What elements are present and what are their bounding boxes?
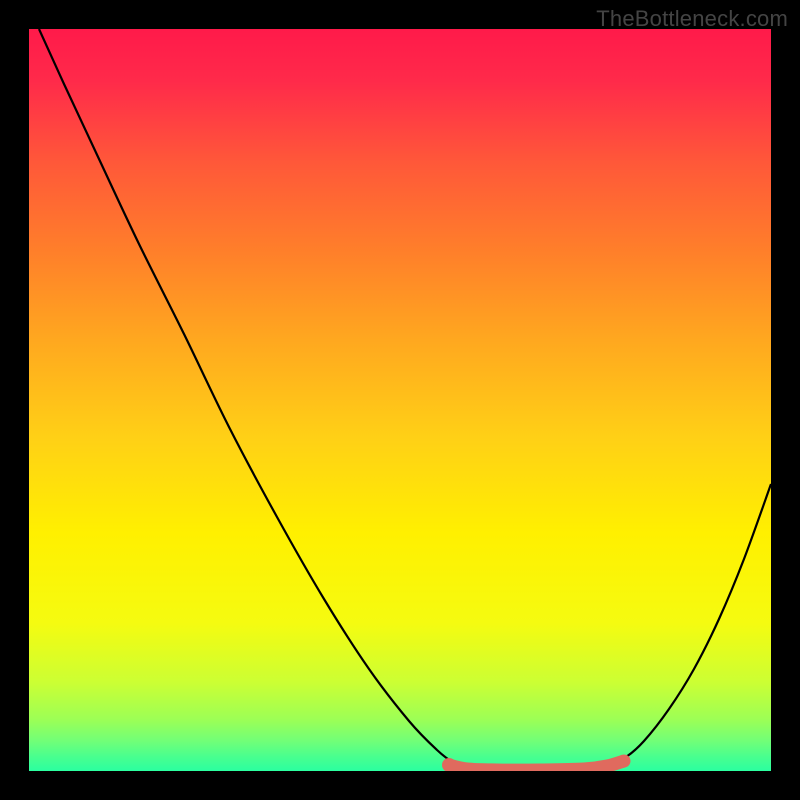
- plot-area: [29, 29, 771, 771]
- optimal-range-highlight: [449, 761, 624, 770]
- curve-line: [39, 29, 771, 770]
- bottleneck-curve: [29, 29, 771, 771]
- watermark-text: TheBottleneck.com: [596, 6, 788, 32]
